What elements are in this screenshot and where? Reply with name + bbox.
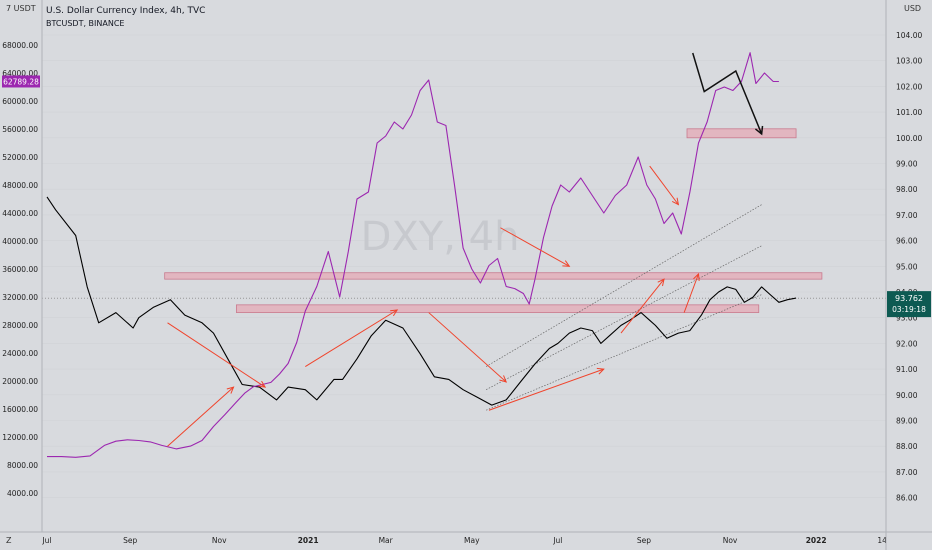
right-tick-label: 102.00 xyxy=(896,82,922,91)
right-tick-label: 104.00 xyxy=(896,31,922,40)
red-arrow-head xyxy=(390,309,399,317)
x-tick-label: Jul xyxy=(41,536,51,545)
right-tick-label: 91.00 xyxy=(896,365,918,374)
left-tick-label: 8000.00 xyxy=(7,461,38,470)
right-tick-label: 97.00 xyxy=(896,211,918,220)
channel-lines xyxy=(485,204,762,411)
left-tick-label: 48000.00 xyxy=(2,181,38,190)
left-tick-label: 24000.00 xyxy=(2,349,38,358)
btc-last-value: 62789.28 xyxy=(3,77,39,86)
x-tick-label: 2022 xyxy=(806,536,827,545)
zone-rectangle xyxy=(164,272,823,280)
red-arrow-head xyxy=(499,375,508,383)
right-tick-label: 93.00 xyxy=(896,314,918,323)
left-tick-label: 60000.00 xyxy=(2,97,38,106)
right-tick-label: 100.00 xyxy=(896,134,922,143)
zone-rectangle xyxy=(236,304,760,313)
right-tick-label: 95.00 xyxy=(896,262,918,271)
x-tick-label: 2021 xyxy=(298,536,319,545)
red-arrow xyxy=(683,273,699,313)
red-arrow xyxy=(649,165,679,205)
left-tick-label: 64000.00 xyxy=(2,69,38,78)
left-tick-label: 56000.00 xyxy=(2,125,38,134)
red-arrow-head xyxy=(226,386,235,394)
grid xyxy=(42,34,886,498)
black-projection-arrow-head xyxy=(754,125,764,136)
right-tick-label: 99.00 xyxy=(896,160,918,169)
left-axis-unit: 7 USDT xyxy=(6,4,36,13)
right-axis-unit: USD xyxy=(904,4,922,13)
x-tick-label: Mar xyxy=(379,536,394,545)
black-projection-arrow xyxy=(692,52,763,135)
btc-last-badge xyxy=(2,75,40,88)
red-arrow xyxy=(167,386,234,447)
left-tick-label: 40000.00 xyxy=(2,237,38,246)
right-tick-label: 86.00 xyxy=(896,494,918,503)
x-tick-label: 14 xyxy=(877,536,887,545)
x-tick-label: May xyxy=(464,536,480,545)
x-tick-label: Sep xyxy=(123,536,137,545)
right-tick-label: 98.00 xyxy=(896,185,918,194)
left-tick-label: 32000.00 xyxy=(2,293,38,302)
series xyxy=(46,52,797,458)
last-value-badges: 62789.28 93.762 03:19:18 xyxy=(2,75,931,318)
left-tick-label: 28000.00 xyxy=(2,321,38,330)
red-arrow-head xyxy=(657,278,665,287)
red-arrow xyxy=(620,278,665,334)
red-arrow xyxy=(500,227,570,267)
right-tick-label: 92.00 xyxy=(896,339,918,348)
x-tick-label: Sep xyxy=(637,536,651,545)
bottom-left-corner-label: Z xyxy=(6,536,12,545)
channel-line xyxy=(485,245,762,390)
right-tick-label: 88.00 xyxy=(896,442,918,451)
arrows xyxy=(167,52,764,447)
red-arrow-head xyxy=(671,197,680,206)
red-arrow xyxy=(428,312,507,383)
left-tick-label: 52000.00 xyxy=(2,153,38,162)
right-tick-label: 101.00 xyxy=(896,108,922,117)
right-tick-label: 89.00 xyxy=(896,417,918,426)
right-tick-label: 87.00 xyxy=(896,468,918,477)
left-tick-label: 20000.00 xyxy=(2,377,38,386)
watermark: DXY, 4h xyxy=(361,214,520,260)
red-arrow xyxy=(305,309,398,367)
left-axis-unit-prefix: 7 xyxy=(6,4,12,13)
zones xyxy=(164,128,823,313)
countdown-value: 03:19:18 xyxy=(892,305,926,314)
dxy-last-value: 93.762 xyxy=(895,294,923,303)
left-axis-unit-label: USDT xyxy=(13,4,36,13)
left-tick-label: 12000.00 xyxy=(2,433,38,442)
red-arrow xyxy=(167,322,266,388)
x-tick-label: Jul xyxy=(552,536,562,545)
left-tick-label: 68000.00 xyxy=(2,41,38,50)
chart-subtitle: BTCUSDT, BINANCE xyxy=(46,19,125,28)
right-tick-label: 103.00 xyxy=(896,57,922,66)
left-tick-label: 44000.00 xyxy=(2,209,38,218)
x-tick-label: Nov xyxy=(212,536,227,545)
red-arrow-head xyxy=(562,260,571,267)
tick-labels: 4000.00 8000.00 12000.00 16000.00 20000.00 24… xyxy=(2,31,922,545)
left-tick-label: 36000.00 xyxy=(2,265,38,274)
channel-line xyxy=(485,294,762,411)
chart-title: U.S. Dollar Currency Index, 4h, TVC xyxy=(46,6,206,16)
x-tick-label: Nov xyxy=(723,536,738,545)
right-tick-label: 90.00 xyxy=(896,391,918,400)
red-arrow-head xyxy=(693,272,700,282)
series-line xyxy=(46,196,797,406)
zone-rectangle xyxy=(686,128,797,139)
series-line xyxy=(47,52,779,458)
red-arrow-head xyxy=(258,380,267,388)
right-tick-label: 96.00 xyxy=(896,237,918,246)
red-arrow-head xyxy=(596,367,605,375)
channel-line xyxy=(485,204,762,367)
red-arrow xyxy=(488,368,604,411)
left-tick-label: 16000.00 xyxy=(2,405,38,414)
dxy-last-badge xyxy=(887,291,931,318)
left-tick-label: 4000.00 xyxy=(7,489,38,498)
